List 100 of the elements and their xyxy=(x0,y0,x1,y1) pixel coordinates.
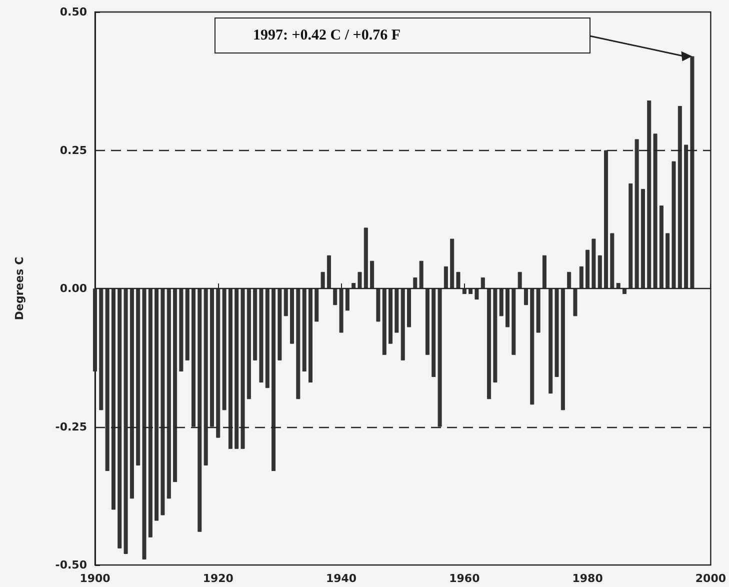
bar xyxy=(419,260,424,288)
bar xyxy=(432,288,436,377)
bar xyxy=(259,288,264,383)
bar xyxy=(246,288,251,400)
bar xyxy=(179,288,184,372)
bar xyxy=(192,288,196,427)
bar xyxy=(634,139,639,288)
bar xyxy=(272,288,276,471)
bar xyxy=(240,288,245,449)
bar xyxy=(173,288,178,482)
bar xyxy=(296,288,300,400)
bar xyxy=(425,288,430,355)
bar xyxy=(166,288,171,499)
bar xyxy=(99,288,104,410)
bar xyxy=(542,255,546,288)
x-tick-label: 1980 xyxy=(572,572,604,585)
bar xyxy=(320,272,325,288)
bar xyxy=(160,288,165,516)
bar xyxy=(506,288,510,328)
bar xyxy=(400,288,405,360)
bar xyxy=(326,255,331,288)
bar xyxy=(640,188,645,288)
bar xyxy=(610,233,614,288)
bar xyxy=(394,288,399,333)
bar xyxy=(278,288,282,360)
bar xyxy=(444,266,448,288)
bar xyxy=(592,238,596,288)
x-tick-label: 2000 xyxy=(695,572,726,585)
bar xyxy=(185,288,190,360)
bar xyxy=(672,161,676,288)
bar xyxy=(462,288,466,294)
bar xyxy=(376,288,380,322)
bar xyxy=(524,288,528,306)
bar xyxy=(382,288,386,355)
y-axis-title: Degrees C xyxy=(13,256,26,320)
bar xyxy=(333,288,338,306)
bar xyxy=(678,106,682,288)
bar xyxy=(487,288,492,400)
bar xyxy=(438,288,442,427)
bar xyxy=(222,288,226,410)
bar xyxy=(653,134,658,288)
bar xyxy=(622,288,626,294)
bar xyxy=(388,288,393,344)
bar xyxy=(105,288,110,471)
bar xyxy=(370,260,374,288)
bar xyxy=(198,288,202,532)
bar xyxy=(616,282,620,288)
bar xyxy=(407,288,412,328)
bar xyxy=(93,288,97,372)
bar xyxy=(111,288,116,510)
bar xyxy=(154,288,159,521)
bar xyxy=(253,288,258,360)
bar xyxy=(647,100,652,288)
bar xyxy=(148,288,152,538)
bar xyxy=(579,266,584,288)
bar xyxy=(124,288,128,554)
bar xyxy=(604,150,608,288)
annotation: 1997: +0.42 C / +0.76 F xyxy=(253,28,401,44)
bar xyxy=(364,228,368,288)
bar xyxy=(136,288,140,466)
bar xyxy=(130,288,134,499)
y-tick-label: 0.50 xyxy=(60,6,88,18)
bar xyxy=(548,288,553,394)
bar xyxy=(480,277,485,288)
bar xyxy=(499,288,504,316)
bar xyxy=(358,272,362,288)
bar xyxy=(518,272,522,288)
bar xyxy=(586,250,590,288)
bar xyxy=(118,288,122,548)
bar xyxy=(530,288,534,405)
bar xyxy=(666,233,670,288)
bar xyxy=(314,288,319,322)
bar xyxy=(554,288,559,377)
bar xyxy=(339,288,344,333)
bar xyxy=(493,288,498,383)
bar xyxy=(474,288,479,300)
bar xyxy=(216,288,220,438)
bar xyxy=(352,282,356,288)
bar xyxy=(659,206,664,288)
x-tick-label: 1960 xyxy=(449,572,480,585)
bar xyxy=(142,288,146,560)
x-tick-label: 1920 xyxy=(202,572,234,585)
bar xyxy=(567,272,572,288)
bar xyxy=(536,288,540,333)
bar xyxy=(308,288,312,383)
bar xyxy=(598,255,602,288)
bar xyxy=(684,144,688,288)
y-tick-label: -0.25 xyxy=(55,420,87,434)
bar xyxy=(450,238,454,288)
bar xyxy=(284,288,288,316)
bar xyxy=(210,288,214,427)
bar xyxy=(512,288,516,355)
bar xyxy=(228,288,232,449)
bar xyxy=(204,288,208,466)
x-tick-label: 1940 xyxy=(326,572,357,585)
bar xyxy=(290,288,294,344)
bar xyxy=(413,277,418,288)
y-tick-label: 0.00 xyxy=(60,282,88,295)
bar xyxy=(345,288,350,311)
bar xyxy=(234,288,239,449)
